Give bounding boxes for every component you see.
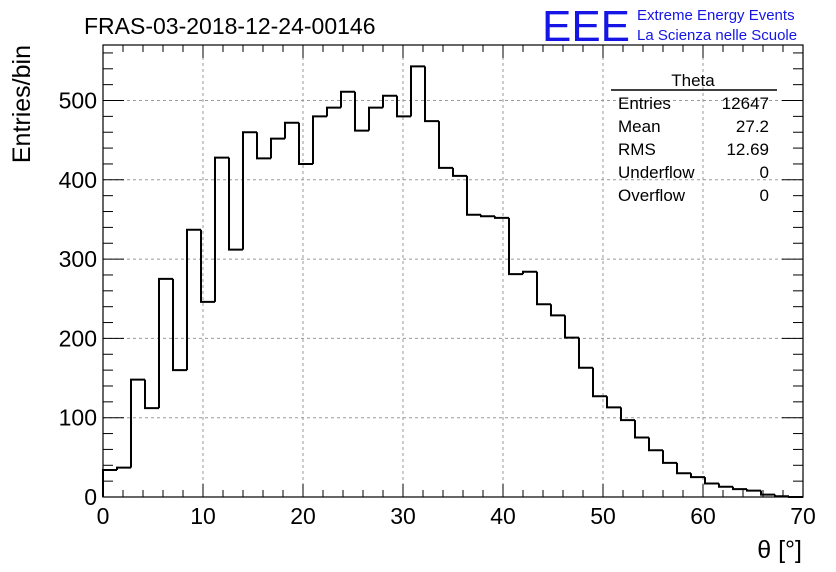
x-tick-label: 30 [390, 503, 416, 529]
logo-line-2: La Scienza nelle Scuole [637, 27, 797, 44]
histogram-bin [550, 304, 565, 317]
y-tick-label: 0 [84, 484, 97, 510]
histogram-bin [256, 132, 271, 160]
y-tick-label: 200 [59, 325, 97, 351]
histogram-bin [424, 66, 439, 123]
histogram-bin [648, 437, 663, 452]
stats-row-label: Underflow [618, 163, 695, 182]
stats-row-value: 0 [760, 186, 769, 205]
y-tick-labels: 0 100 200 300 400 500 [59, 88, 97, 510]
histogram-bin [410, 65, 425, 117]
y-tick-label: 300 [59, 246, 97, 272]
histogram-bin [214, 156, 229, 302]
histogram-bin [144, 379, 159, 410]
histogram-bin [522, 270, 537, 275]
histogram-bin [130, 378, 145, 468]
histogram-bin [396, 95, 411, 118]
histogram-bin [284, 121, 299, 139]
x-tick-label: 50 [590, 503, 616, 529]
histogram-bin [466, 175, 481, 216]
eee-logo: EEE [542, 2, 630, 51]
histogram-bin [746, 489, 761, 492]
histogram-bin [382, 94, 397, 108]
histogram-bin [620, 407, 635, 422]
histogram-bin [494, 216, 509, 219]
histogram-bin [242, 131, 257, 250]
histogram-bin [718, 483, 733, 488]
y-tick-label: 100 [59, 405, 97, 431]
x-tick-labels: 0 10 20 30 40 50 60 70 [97, 503, 816, 529]
x-axis-title: θ [°] [757, 536, 802, 564]
histogram-bin [368, 106, 383, 131]
stats-row-value: 12.69 [726, 140, 769, 159]
stats-box: Theta Entries 12647 Mean 27.2 RMS 12.69 Underf… [611, 71, 777, 205]
histogram-bin [662, 450, 677, 464]
histogram-bin [340, 90, 355, 108]
histogram-bin [578, 337, 593, 369]
histogram-bin [298, 122, 313, 165]
stats-row-label: Mean [618, 117, 661, 136]
histogram-bin [606, 396, 621, 409]
histogram-bin [116, 466, 131, 471]
stats-title: Theta [671, 71, 715, 90]
histogram-bin [676, 462, 691, 475]
histogram-bin [592, 367, 607, 398]
stats-row-value: 27.2 [736, 117, 769, 136]
stats-row-label: RMS [618, 140, 656, 159]
run-title: FRAS-03-2018-12-24-00146 [84, 13, 376, 39]
histogram-bin [438, 121, 453, 169]
histogram-bin [312, 115, 327, 164]
x-tick-label: 70 [790, 503, 816, 529]
stats-row-value: 12647 [722, 94, 769, 113]
stats-row-value: 0 [760, 163, 769, 182]
histogram-bin [760, 490, 775, 496]
histogram-bin [228, 157, 243, 251]
x-tick-label: 40 [490, 503, 516, 529]
histogram-bin [634, 420, 649, 439]
x-tick-label: 60 [690, 503, 716, 529]
histogram-bin [186, 228, 201, 371]
grid-lines [103, 45, 803, 497]
x-tick-label: 0 [97, 503, 110, 529]
plot-frame [102, 44, 804, 498]
histogram-bin [732, 486, 747, 491]
histogram-bin [200, 229, 215, 303]
x-tick-label: 10 [190, 503, 216, 529]
histogram-bin [102, 469, 117, 497]
histogram-bin [774, 494, 789, 498]
y-tick-label: 400 [59, 167, 97, 193]
histogram-bin [172, 278, 187, 372]
axis-ticks [102, 45, 804, 498]
histogram-bin [564, 315, 579, 339]
y-axis-title: Entries/bin [8, 45, 36, 163]
y-tick-label: 500 [59, 88, 97, 114]
histogram-bin [158, 277, 173, 409]
histogram-bin [270, 137, 285, 159]
histogram-bin [704, 477, 719, 485]
x-tick-label: 20 [290, 503, 316, 529]
histogram-bin [354, 91, 369, 132]
histogram-bin [452, 167, 467, 177]
histogram-bin [326, 106, 341, 117]
histogram-bin [690, 473, 705, 479]
stats-row-label: Overflow [618, 186, 686, 205]
logo-line-1: Extreme Energy Events [637, 7, 795, 24]
stats-rows: Entries 12647 Mean 27.2 RMS 12.69 Underflow 0 Ov… [618, 94, 769, 205]
histogram-bin [480, 214, 495, 218]
histogram-bin [508, 217, 523, 276]
stats-row-label: Entries [618, 94, 671, 113]
histogram-bin [536, 271, 551, 306]
histogram-bins [102, 65, 803, 498]
